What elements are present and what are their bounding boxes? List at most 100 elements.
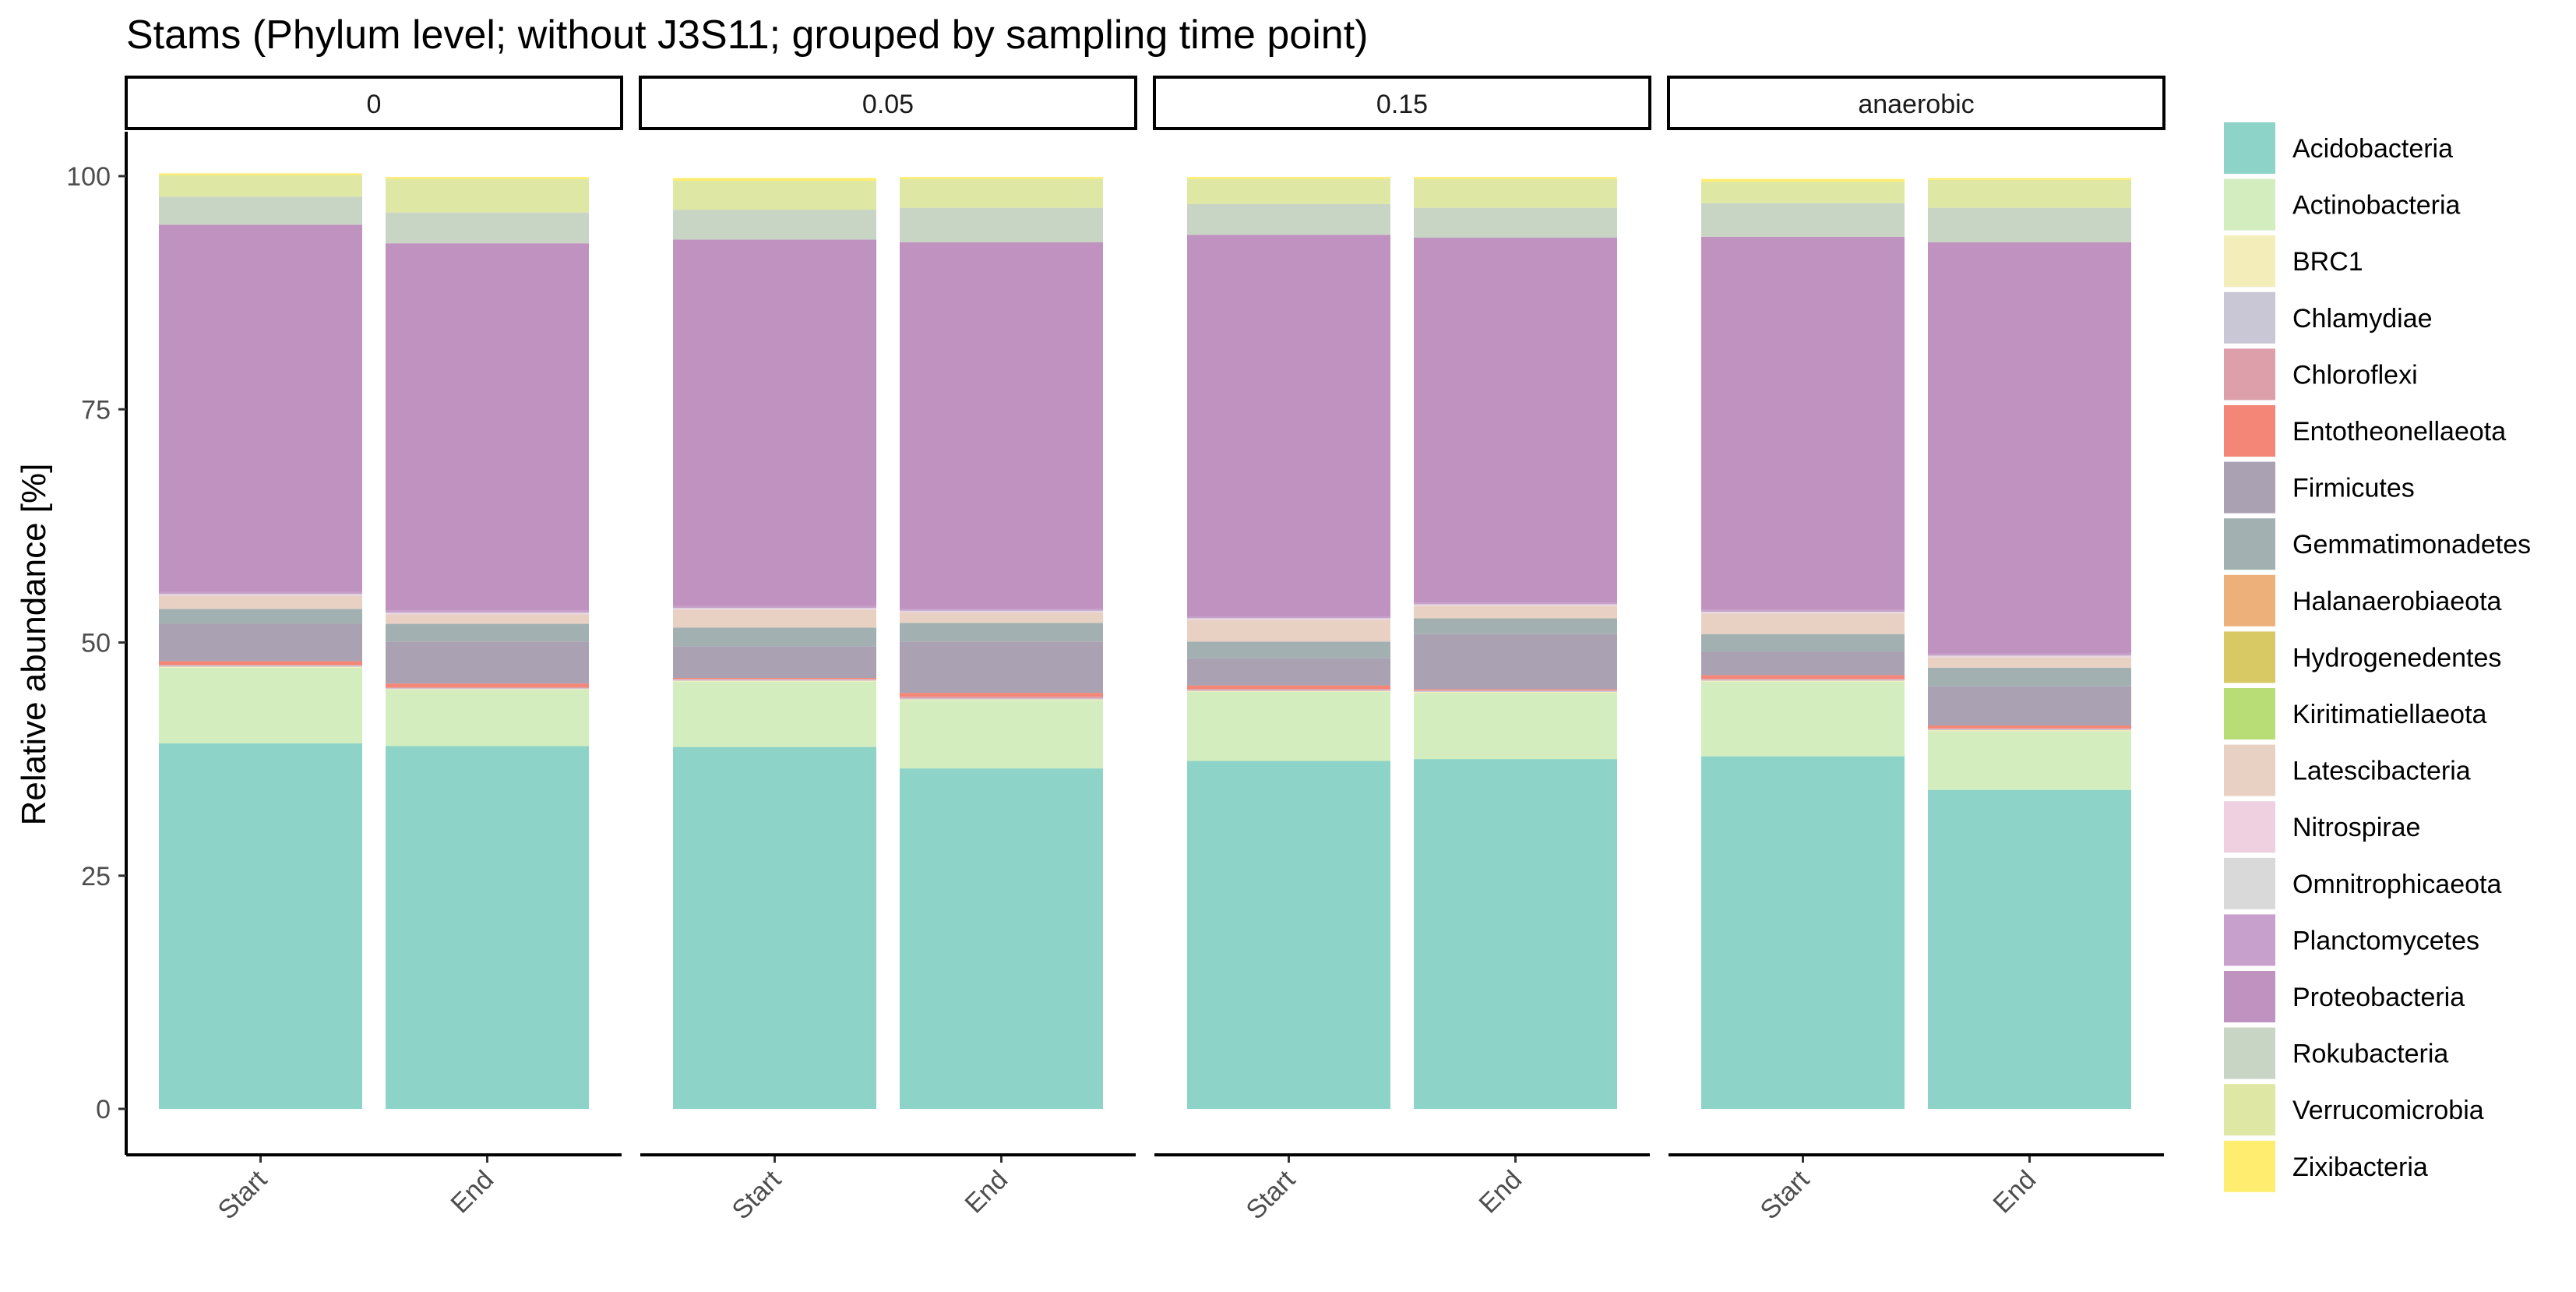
legend-swatch: [2224, 122, 2275, 174]
bar-segment-gemmatimonadetes: [673, 627, 876, 647]
legend: Acidobacteria Actinobacteria BRC1 Chlamydia…: [2224, 122, 2531, 1192]
legend-item-chlamydiae: Chlamydiae: [2224, 291, 2433, 344]
bar-segment-planctomycetes: [386, 610, 589, 613]
bar-segment-verrucomicrobia: [900, 178, 1103, 208]
bar-segment-planctomycetes: [1928, 653, 2131, 656]
legend-swatch: [2224, 857, 2275, 909]
legend-item-halanaerobiaeota: Halanaerobiaeota: [2224, 574, 2502, 627]
y-tick-label: 25: [81, 862, 111, 891]
bar-anaerobic-end: [1928, 178, 2131, 1109]
y-axis: 0 25 50 75 100: [66, 132, 128, 1155]
bar-segment-rokubacteria: [1414, 207, 1617, 238]
legend-label: Hydrogenedentes: [2292, 643, 2501, 672]
legend-item-firmicutes: Firmicutes: [2224, 461, 2415, 514]
bar-segment-entotheonellaeota: [1414, 689, 1617, 690]
bar-segment-actinobacteria: [1414, 693, 1617, 760]
bar-segment-acidobacteria: [1701, 756, 1905, 1109]
bar-segment-firmicutes: [1928, 686, 2131, 726]
bar-segment-acidobacteria: [1928, 789, 2131, 1109]
bar-segment-gemmatimonadetes: [386, 623, 589, 642]
bar-0-05-start: [673, 178, 876, 1109]
bar-segment-brc1: [1187, 690, 1390, 692]
bar-segment-firmicutes: [386, 641, 589, 684]
bar-segment-latescibacteria: [386, 614, 589, 624]
bar-segment-firmicutes: [900, 641, 1103, 694]
legend-item-omnitrophicaeota: Omnitrophicaeota: [2224, 857, 2501, 909]
legend-label: Latescibacteria: [2292, 757, 2471, 786]
bar-segment-nitrospirae: [1928, 656, 2131, 658]
bar-segment-nitrospirae: [1701, 612, 1905, 614]
legend-swatch: [2224, 461, 2275, 514]
bar-segment-actinobacteria: [386, 690, 589, 747]
facet-strip-0-15: [1153, 76, 1651, 130]
bar-segment-verrucomicrobia: [1414, 178, 1617, 208]
bar-segment-planctomycetes: [1187, 616, 1390, 619]
legend-swatch: [2224, 801, 2275, 853]
bar-segment-proteobacteria: [386, 243, 589, 611]
bar-segment-firmicutes: [1414, 634, 1617, 690]
bar-segment-brc1: [1414, 691, 1617, 694]
bar-segment-brc1: [1928, 730, 2131, 732]
bar-segment-brc1: [159, 666, 362, 668]
bar-segment-firmicutes: [1701, 651, 1905, 676]
legend-swatch: [2224, 518, 2275, 570]
bar-segment-entotheonellaeota: [159, 661, 362, 665]
legend-label: Acidobacteria: [2292, 134, 2453, 164]
bar-segment-rokubacteria: [1701, 203, 1905, 237]
bar-segment-rokubacteria: [673, 210, 876, 240]
bar-segment-entotheonellaeota: [900, 693, 1103, 697]
facet-label-0: 0: [367, 90, 382, 119]
bar-segment-chlamydiae: [1928, 729, 2131, 731]
legend-item-planctomycetes: Planctomycetes: [2224, 914, 2479, 966]
bar-segment-proteobacteria: [159, 224, 362, 592]
bar-segment-brc1: [900, 699, 1103, 701]
bar-segment-chlamydiae: [386, 688, 589, 690]
legend-swatch: [2224, 688, 2275, 740]
bar-segment-acidobacteria: [673, 747, 876, 1109]
bar-segment-omnitrophicaeota: [900, 610, 1103, 612]
bar-segment-proteobacteria: [673, 239, 876, 606]
bar-segment-acidobacteria: [1414, 759, 1617, 1109]
bar-segment-latescibacteria: [1187, 620, 1390, 642]
bar-segment-firmicutes: [159, 623, 362, 662]
legend-swatch: [2224, 1084, 2275, 1136]
bar-segment-actinobacteria: [1187, 691, 1390, 761]
facet-strip-0: [125, 76, 623, 130]
bar-segment-actinobacteria: [673, 681, 876, 747]
bar-segment-zixibacteria: [1414, 177, 1617, 179]
legend-label: Kiritimatiellaeota: [2292, 700, 2487, 729]
bar-segment-chloroflexi: [673, 679, 876, 680]
legend-swatch: [2224, 405, 2275, 457]
bar-segment-entotheonellaeota: [1187, 685, 1390, 690]
bar-segment-proteobacteria: [900, 242, 1103, 609]
bar-0-end: [386, 177, 589, 1109]
facet-strip-anaerobic: [1667, 76, 2165, 130]
bar-segment-omnitrophicaeota: [1414, 604, 1617, 605]
legend-item-hydrogenedentes: Hydrogenedentes: [2224, 631, 2501, 683]
bar-segment-firmicutes: [673, 646, 876, 678]
bar-segment-latescibacteria: [1414, 605, 1617, 619]
bar-segment-nitrospirae: [386, 613, 589, 615]
bar-segment-actinobacteria: [1701, 681, 1905, 757]
legend-swatch: [2224, 348, 2275, 401]
legend-label: Actinobacteria: [2292, 191, 2461, 221]
legend-item-acidobacteria: Acidobacteria: [2224, 122, 2453, 174]
bar-segment-zixibacteria: [1928, 178, 2131, 180]
bar-0-05-end: [900, 177, 1103, 1109]
bar-segment-latescibacteria: [159, 595, 362, 609]
bar-segment-firmicutes: [1187, 658, 1390, 686]
bar-segment-latescibacteria: [673, 609, 876, 628]
bar-segment-proteobacteria: [1928, 242, 2131, 654]
bar-segment-acidobacteria: [1187, 761, 1390, 1109]
legend-item-nitrospirae: Nitrospirae: [2224, 801, 2420, 853]
bar-segment-gemmatimonadetes: [1928, 667, 2131, 687]
legend-label: Omnitrophicaeota: [2292, 870, 2501, 899]
bar-segment-gemmatimonadetes: [1414, 618, 1617, 634]
legend-label: Chloroflexi: [2292, 360, 2418, 390]
legend-swatch: [2224, 744, 2275, 796]
legend-swatch: [2224, 235, 2275, 288]
legend-item-gemmatimonadetes: Gemmatimonadetes: [2224, 518, 2531, 570]
